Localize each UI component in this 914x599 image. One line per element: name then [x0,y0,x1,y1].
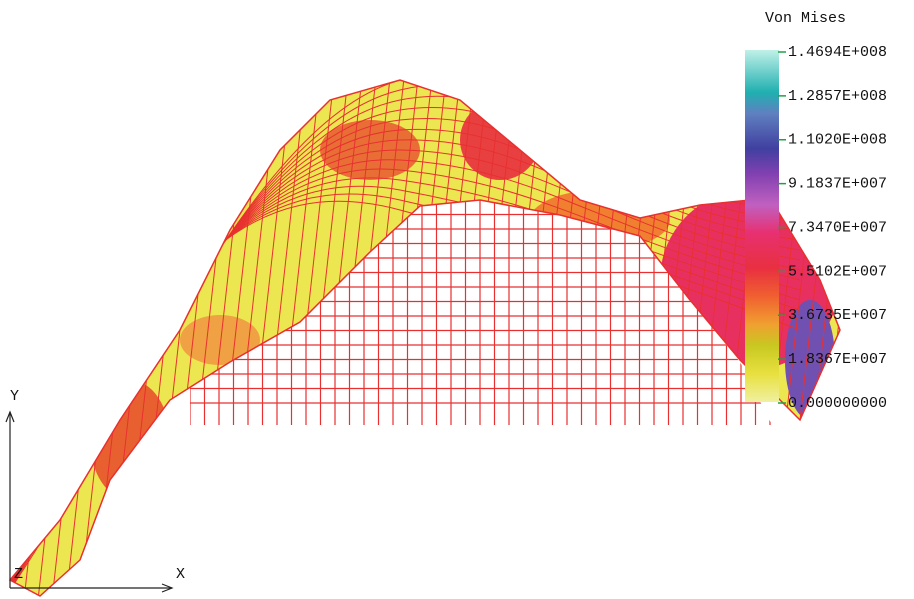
mesh-line [584,60,644,599]
mesh-line [94,60,154,599]
legend-label: 3.6735E+007 [788,307,887,324]
mesh-line [556,60,616,599]
mesh-line [528,60,588,599]
page: Von Mises 1.4694E+008 1.2857E+008 1.1020E+… [0,0,914,599]
axis-label: Y [10,388,19,405]
color-scale [745,50,779,402]
mesh-line [640,60,700,599]
legend-label: 7.3470E+007 [788,219,887,236]
legend-title: Von Mises [765,10,846,27]
axis-label: Z [14,566,23,583]
legend-label: 9.1837E+007 [788,176,887,193]
mesh-line [80,60,140,599]
legend-label: 0.000000000 [788,395,887,412]
viewport: Von Mises 1.4694E+008 1.2857E+008 1.1020E+… [0,0,914,599]
mesh-line [542,60,602,599]
legend-labels: 1.4694E+008 1.2857E+008 1.1020E+008 9.1837E… [778,44,887,412]
legend-label: 1.2857E+008 [788,88,887,105]
legend-label: 1.8367E+007 [788,351,887,368]
mesh-line [626,60,686,599]
axis-label: X [176,566,185,583]
mesh-line [612,60,672,599]
mesh-line [570,60,630,599]
legend-label: 5.5102E+007 [788,263,887,280]
legend-label: 1.4694E+008 [788,44,887,61]
legend-label: 1.1020E+008 [788,132,887,149]
mesh-line [108,60,168,599]
mesh-line [598,60,658,599]
mesh-line [122,60,182,599]
mesh-line [654,60,714,599]
